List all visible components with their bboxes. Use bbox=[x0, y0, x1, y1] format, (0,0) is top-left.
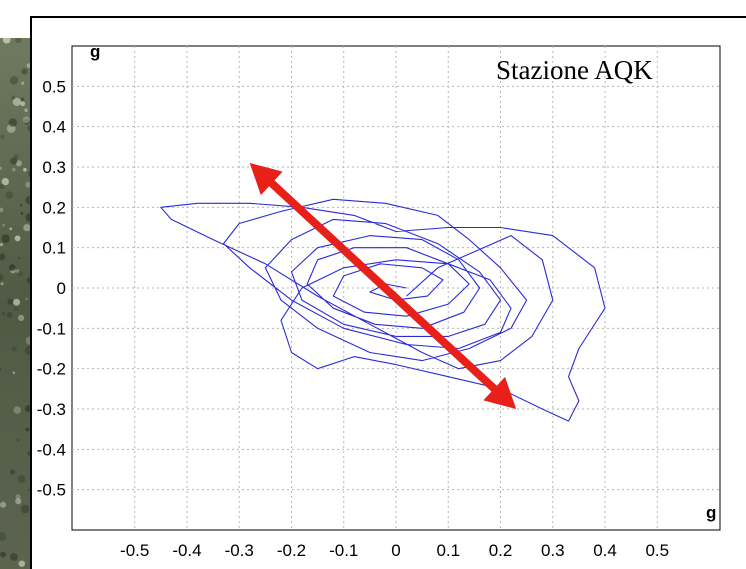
photo-speck bbox=[13, 306, 19, 311]
x-tick-label: 0.3 bbox=[541, 541, 565, 560]
photo-speck bbox=[15, 38, 22, 44]
photo-speck bbox=[1, 234, 10, 243]
photo-speck bbox=[24, 108, 28, 112]
photo-speck bbox=[1, 177, 9, 186]
y-tick-label: 0.1 bbox=[42, 239, 66, 258]
photo-speck bbox=[16, 438, 20, 442]
x-tick-label: -0.1 bbox=[329, 541, 358, 560]
arrow-shaft bbox=[264, 176, 502, 396]
station-label: Stazione AQK bbox=[496, 55, 653, 85]
photo-speck bbox=[25, 297, 28, 301]
photo-speck bbox=[21, 81, 25, 85]
photo-speck bbox=[0, 253, 6, 261]
photo-speck bbox=[0, 282, 4, 286]
photo-speck bbox=[20, 101, 26, 107]
photo-speck bbox=[23, 167, 27, 172]
arrow-head-start bbox=[249, 163, 283, 196]
photo-speck bbox=[17, 475, 26, 484]
figure-panel: -0.5 -0.4 -0.3 -0.2 -0.1 0 0.1 0.2 0.3 0.4 0.5 0.5… bbox=[30, 16, 746, 569]
photo-speck bbox=[23, 118, 30, 125]
y-tick-label: -0.1 bbox=[37, 319, 66, 338]
x-tick-label: -0.2 bbox=[277, 541, 306, 560]
x-tick-label: 0.5 bbox=[645, 541, 669, 560]
grid bbox=[72, 46, 720, 530]
y-unit-label: g bbox=[90, 42, 100, 61]
y-tick-label: -0.3 bbox=[37, 400, 66, 419]
y-tick-label: 0.3 bbox=[42, 158, 66, 177]
photo-speck bbox=[13, 406, 21, 414]
photo-speck bbox=[11, 95, 16, 100]
photo-speck bbox=[13, 298, 21, 306]
y-axis-ticks: 0.5 0.4 0.3 0.2 0.1 0 -0.1 -0.2 -0.3 -0.4 -0.5 bbox=[37, 77, 66, 499]
photo-speck bbox=[6, 312, 13, 319]
photo-speck bbox=[12, 97, 21, 106]
photo-speck bbox=[0, 532, 7, 542]
trajectory-line bbox=[160, 198, 606, 422]
photo-speck bbox=[0, 273, 4, 281]
photo-speck bbox=[9, 227, 12, 231]
photo-speck bbox=[2, 223, 5, 227]
y-tick-label: -0.2 bbox=[37, 360, 66, 379]
photo-speck bbox=[0, 134, 5, 139]
photo-speck bbox=[8, 118, 17, 127]
trajectory-series bbox=[160, 198, 606, 422]
x-tick-label: 0.4 bbox=[593, 541, 617, 560]
photo-speck bbox=[2, 38, 11, 44]
photo-speck bbox=[0, 551, 6, 558]
principal-direction-arrow bbox=[249, 163, 517, 409]
photo-speck bbox=[20, 504, 30, 514]
photo-speck bbox=[12, 371, 16, 375]
photo-speck bbox=[25, 427, 30, 432]
photo-speck bbox=[23, 224, 31, 232]
photo-speck bbox=[0, 166, 2, 170]
photo-speck bbox=[23, 116, 30, 124]
y-tick-label: -0.4 bbox=[37, 440, 66, 459]
photo-speck bbox=[9, 469, 16, 475]
x-tick-label: -0.3 bbox=[225, 541, 254, 560]
photo-speck bbox=[21, 68, 28, 75]
photo-speck bbox=[0, 243, 3, 247]
photo-speck bbox=[0, 368, 2, 371]
y-tick-label: 0 bbox=[57, 279, 66, 298]
x-tick-label: 0.2 bbox=[489, 541, 513, 560]
y-tick-label: 0.2 bbox=[42, 198, 66, 217]
y-tick-label: -0.5 bbox=[37, 481, 66, 500]
x-unit-label: g bbox=[706, 503, 716, 522]
photo-speck bbox=[20, 97, 25, 102]
photo-speck bbox=[7, 298, 14, 305]
photo-speck bbox=[20, 204, 23, 207]
y-tick-label: 0.4 bbox=[42, 118, 66, 137]
photo-speck bbox=[13, 154, 19, 159]
photo-speck bbox=[16, 269, 20, 274]
arrow-head-end bbox=[483, 376, 517, 409]
photo-speck bbox=[15, 494, 21, 500]
scatter-trajectory-chart: -0.5 -0.4 -0.3 -0.2 -0.1 0 0.1 0.2 0.3 0.4 0.5 0.5… bbox=[37, 42, 721, 560]
photo-speck bbox=[18, 257, 21, 260]
photo-speck bbox=[18, 560, 25, 567]
photo-speck bbox=[20, 211, 24, 215]
photo-speck bbox=[5, 191, 13, 199]
photo-speck bbox=[10, 553, 18, 561]
photo-speck bbox=[14, 235, 21, 242]
x-tick-label: 0 bbox=[391, 541, 400, 560]
x-axis-ticks: -0.5 -0.4 -0.3 -0.2 -0.1 0 0.1 0.2 0.3 0.4 0.5 bbox=[120, 541, 669, 560]
x-tick-label: -0.5 bbox=[120, 541, 149, 560]
photo-speck bbox=[0, 501, 7, 508]
photo-speck bbox=[17, 270, 23, 277]
photo-speck bbox=[11, 346, 17, 352]
photo-speck bbox=[25, 181, 32, 188]
y-tick-label: 0.5 bbox=[42, 77, 66, 96]
photo-speck bbox=[11, 167, 16, 172]
x-tick-label: -0.4 bbox=[172, 541, 201, 560]
photo-speck bbox=[9, 76, 19, 85]
photo-speck bbox=[1, 312, 6, 316]
photo-speck bbox=[8, 264, 16, 271]
photo-speck bbox=[28, 488, 31, 491]
photo-speck bbox=[0, 207, 4, 213]
photo-speck bbox=[18, 314, 25, 321]
x-tick-label: 0.1 bbox=[436, 541, 460, 560]
photo-speck bbox=[0, 183, 5, 190]
photo-speck bbox=[15, 498, 22, 505]
photo-speck bbox=[10, 157, 18, 165]
